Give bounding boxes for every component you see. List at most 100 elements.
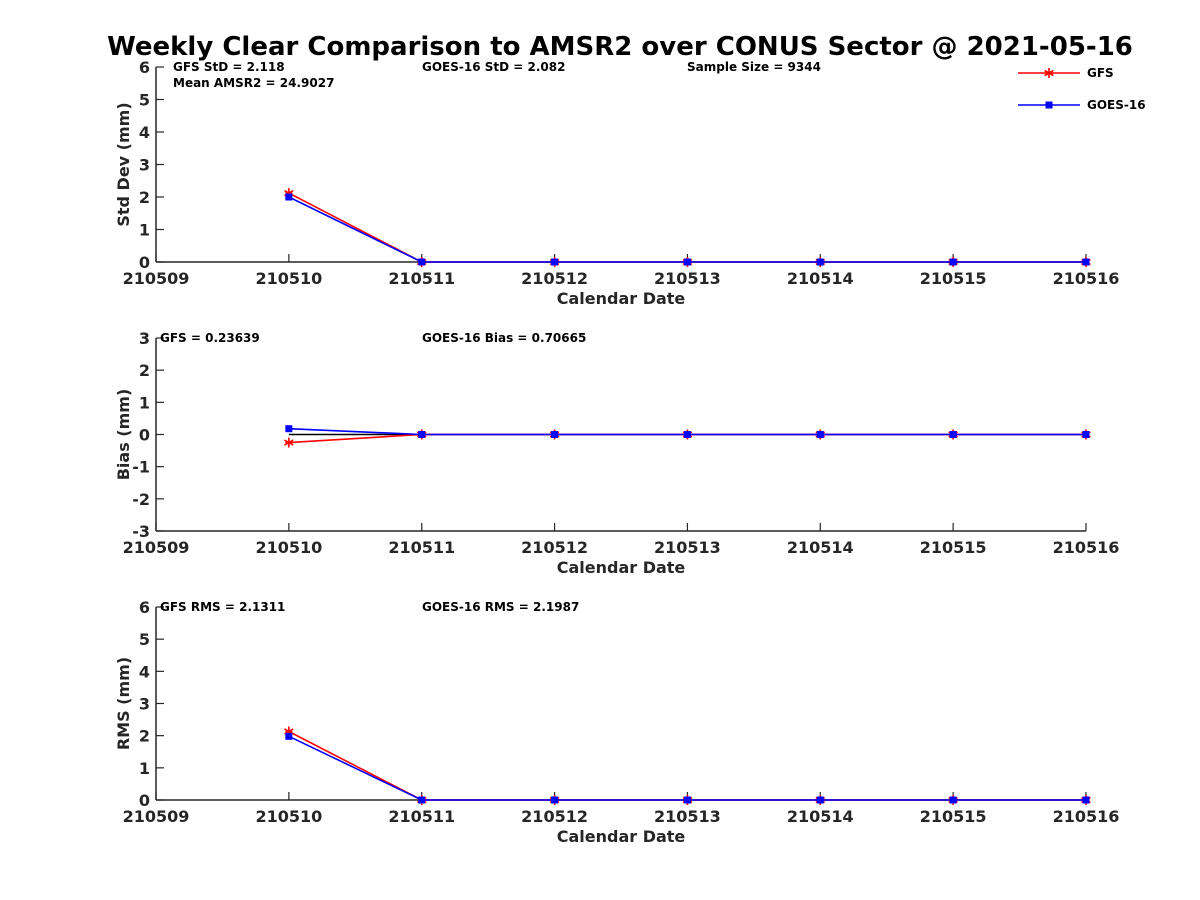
- y-tick-label: 3: [139, 695, 150, 714]
- y-axis-label: Std Dev (mm): [114, 102, 133, 226]
- x-tick-label: 210513: [654, 807, 721, 826]
- x-tick-label: 210514: [787, 269, 854, 288]
- x-tick-label: 210511: [388, 269, 455, 288]
- y-tick-label: -3: [132, 522, 150, 541]
- data-point: [284, 437, 294, 448]
- y-tick-label: -1: [132, 458, 150, 477]
- data-point: [1082, 796, 1090, 804]
- y-axis-label: Bias (mm): [114, 389, 133, 481]
- y-tick-label: 1: [139, 221, 150, 240]
- legend-entry-goes-16: GOES-16: [1018, 98, 1146, 112]
- y-tick-label: 2: [139, 361, 150, 380]
- annotation: GFS RMS = 2.1311: [160, 600, 285, 614]
- annotation: GFS StD = 2.118: [173, 60, 285, 74]
- x-tick-label: 210515: [920, 269, 987, 288]
- y-tick-label: 6: [139, 598, 150, 617]
- y-tick-label: 2: [139, 727, 150, 746]
- data-point: [949, 258, 957, 266]
- data-point: [418, 796, 426, 804]
- y-tick-label: 5: [139, 91, 150, 110]
- panel-3: 0 1 2 3 4 5 6 210509 210510 210511 210512 210513 210…: [114, 598, 1119, 846]
- y-tick-label: 4: [139, 123, 150, 142]
- data-point: [285, 193, 293, 201]
- panel-1: 0 1 2 3 4 5 6 210509 210510 210511 210512 210513 210…: [114, 58, 1119, 308]
- chart-title: Weekly Clear Comparison to AMSR2 over CO…: [107, 32, 1133, 62]
- x-tick-label: 210511: [388, 538, 455, 557]
- x-tick-label: 210512: [521, 807, 588, 826]
- data-point: [418, 431, 426, 438]
- y-tick-label: 0: [139, 253, 150, 272]
- annotation: GFS = 0.23639: [160, 331, 260, 345]
- x-axis-label: Calendar Date: [557, 558, 686, 577]
- legend-label: GOES-16: [1087, 98, 1146, 112]
- y-tick-label: 0: [139, 426, 150, 445]
- legend-marker: [1045, 101, 1053, 109]
- y-tick-label: -2: [132, 490, 150, 509]
- legend-label: GFS: [1087, 66, 1114, 80]
- x-tick-label: 210509: [123, 807, 190, 826]
- data-point: [683, 431, 691, 438]
- x-tick-label: 210514: [787, 807, 854, 826]
- series-line: [288, 735, 1086, 801]
- series-line: [288, 192, 1086, 263]
- y-tick-label: 1: [139, 759, 150, 778]
- x-tick-label: 210510: [255, 807, 322, 826]
- y-tick-label: 5: [139, 630, 150, 649]
- series-line: [288, 730, 1086, 801]
- data-point: [418, 258, 426, 266]
- data-point: [816, 258, 824, 266]
- x-tick-label: 210516: [1053, 538, 1120, 557]
- x-tick-label: 210516: [1053, 269, 1120, 288]
- series-line: [288, 196, 1086, 263]
- data-point: [683, 796, 691, 804]
- annotation: GOES-16 RMS = 2.1987: [422, 600, 579, 614]
- x-tick-label: 210511: [388, 807, 455, 826]
- x-tick-label: 210514: [787, 538, 854, 557]
- legend: GFS GOES-16: [1018, 66, 1146, 112]
- annotation: GOES-16 Bias = 0.70665: [422, 331, 586, 345]
- data-point: [285, 425, 293, 433]
- x-axis-label: Calendar Date: [557, 827, 686, 846]
- data-point: [683, 258, 691, 266]
- x-tick-label: 210515: [920, 538, 987, 557]
- panel-2: -3 -2 -1 0 1 2 3 210509 210510 210511 210512 210513…: [114, 329, 1119, 577]
- y-tick-label: 1: [139, 393, 150, 412]
- y-tick-label: 4: [139, 662, 150, 681]
- y-tick-label: 3: [139, 156, 150, 175]
- x-tick-label: 210509: [123, 269, 190, 288]
- x-tick-label: 210513: [654, 269, 721, 288]
- legend-entry-gfs: GFS: [1018, 66, 1114, 80]
- data-point: [551, 796, 559, 804]
- x-tick-label: 210509: [123, 538, 190, 557]
- data-point: [816, 796, 824, 804]
- y-tick-label: 3: [139, 329, 150, 348]
- x-tick-label: 210515: [920, 807, 987, 826]
- x-tick-label: 210512: [521, 269, 588, 288]
- annotation: Sample Size = 9344: [687, 60, 821, 74]
- y-axis-label: RMS (mm): [114, 657, 133, 750]
- x-axis-label: Calendar Date: [557, 289, 686, 308]
- data-point: [1082, 431, 1090, 438]
- data-point: [551, 258, 559, 266]
- data-point: [816, 431, 824, 438]
- data-point: [551, 431, 559, 438]
- x-tick-label: 210516: [1053, 807, 1120, 826]
- series-goes-16: [285, 193, 1090, 266]
- legend-marker: [1044, 68, 1054, 78]
- annotation: Mean AMSR2 = 24.9027: [173, 76, 334, 90]
- series-goes-16: [285, 732, 1090, 804]
- y-tick-label: 6: [139, 58, 150, 77]
- y-tick-label: 2: [139, 188, 150, 207]
- series-goes-16: [285, 425, 1090, 438]
- x-tick-label: 210510: [255, 269, 322, 288]
- data-point: [949, 431, 957, 438]
- y-tick-label: 0: [139, 791, 150, 810]
- x-tick-label: 210512: [521, 538, 588, 557]
- x-tick-label: 210513: [654, 538, 721, 557]
- data-point: [949, 796, 957, 804]
- annotation: GOES-16 StD = 2.082: [422, 60, 565, 74]
- data-point: [285, 732, 293, 740]
- data-point: [1082, 258, 1090, 266]
